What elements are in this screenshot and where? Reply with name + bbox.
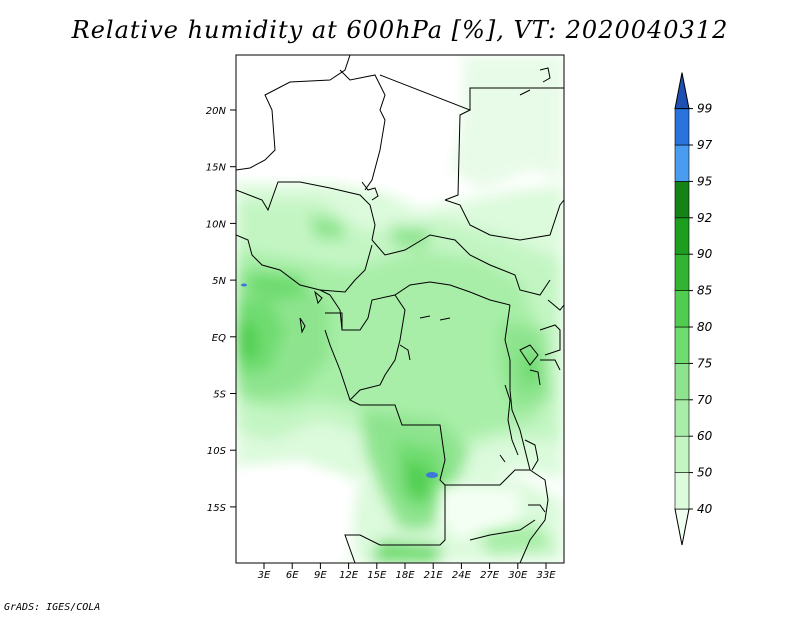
lat-tick-label: 5S <box>213 390 226 401</box>
colorbar: 40 50 60 70 75 80 85 90 92 95 97 99 <box>674 72 713 546</box>
lon-tick-label: 15E <box>367 570 387 581</box>
colorbar-top-triangle <box>674 72 690 110</box>
colorbar-label: 40 <box>697 502 713 516</box>
colorbar-label: 85 <box>697 284 712 298</box>
country-borders <box>236 55 564 563</box>
colorbar-segment <box>674 108 690 146</box>
colorbar-segment <box>674 217 690 255</box>
lon-tick-label: 18E <box>395 570 415 581</box>
lon-tick-label: 12E <box>339 570 359 581</box>
colorbar-label: 75 <box>697 356 712 370</box>
latitude-axis: 20N 15N 10N 5N EQ 5S 10S 15S <box>206 106 236 514</box>
colorbar-segment <box>674 363 690 401</box>
grads-credit: GrADS: IGES/COLA <box>4 602 101 613</box>
colorbar-label: 60 <box>697 429 713 443</box>
colorbar-segment <box>674 435 690 473</box>
colorbar-label: 50 <box>697 466 713 480</box>
colorbar-segment <box>674 253 690 291</box>
lon-tick-label: 24E <box>452 570 472 581</box>
lat-tick-label: 10N <box>206 219 227 230</box>
colorbar-label: 92 <box>697 211 712 225</box>
lon-tick-label: 27E <box>480 570 500 581</box>
colorbar-segment <box>674 181 690 219</box>
humidity-field <box>236 55 564 563</box>
lon-tick-label: 33E <box>536 570 556 581</box>
map-title: Relative humidity at 600hPa [%], VT: 202… <box>71 16 729 44</box>
plot-frame <box>235 54 565 564</box>
longitude-axis: 3E 6E 9E 12E 15E 18E 21E 24E 27E 30E 33E <box>258 563 556 581</box>
lon-tick-label: 9E <box>314 570 327 581</box>
colorbar-label: 97 <box>697 138 713 152</box>
lon-tick-label: 21E <box>424 570 444 581</box>
colorbar-label: 95 <box>697 174 712 188</box>
colorbar-segment <box>674 326 690 364</box>
colorbar-label: 99 <box>697 102 712 116</box>
lat-tick-label: 20N <box>206 106 227 117</box>
colorbar-segment <box>674 144 690 182</box>
lon-tick-label: 3E <box>258 570 271 581</box>
lat-tick-label: 10S <box>207 446 227 457</box>
lat-tick-label: 5N <box>212 276 226 287</box>
lon-tick-label: 30E <box>508 570 528 581</box>
colorbar-label: 70 <box>697 393 713 407</box>
lon-tick-label: 6E <box>286 570 299 581</box>
lat-tick-label: 15N <box>206 163 227 174</box>
colorbar-segment <box>674 472 690 510</box>
lakes <box>241 283 438 478</box>
colorbar-label: 80 <box>697 320 713 334</box>
colorbar-label: 90 <box>697 247 713 261</box>
colorbar-segment <box>674 399 690 437</box>
lat-tick-label: 15S <box>207 503 227 514</box>
colorbar-segment <box>674 290 690 328</box>
lat-tick-label: EQ <box>212 333 226 344</box>
colorbar-bottom-triangle <box>674 508 690 546</box>
